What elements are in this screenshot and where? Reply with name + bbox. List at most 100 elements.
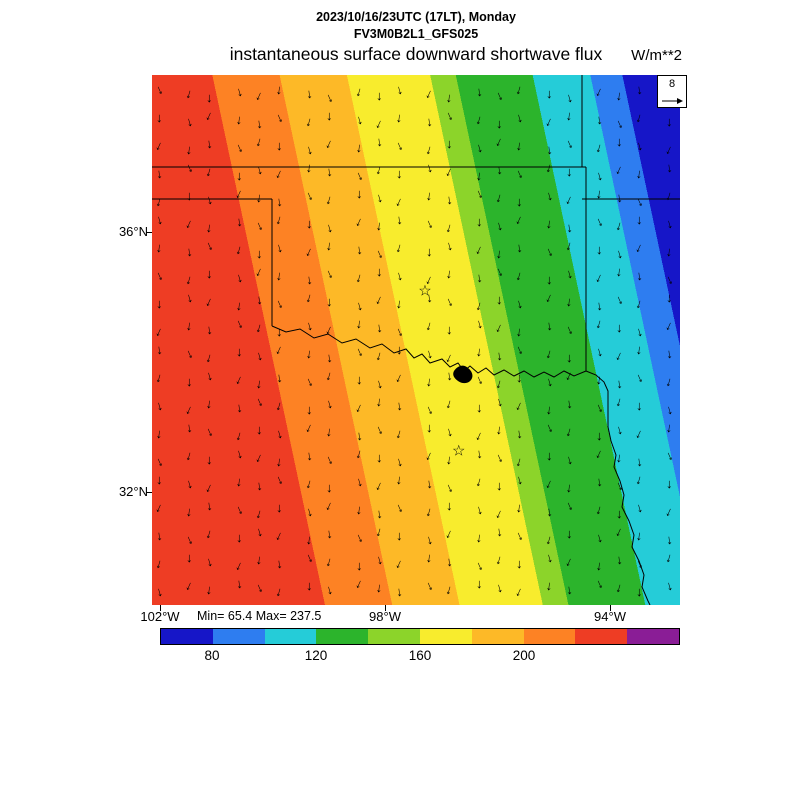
minmax-annotation: Min= 65.4 Max= 237.5 — [197, 609, 322, 623]
wind-arrow: ↓ — [516, 556, 523, 571]
y-tick-label-32n: 32°N — [118, 484, 148, 499]
axis-tick — [146, 492, 152, 493]
x-tick-label-94w: 94°W — [594, 609, 626, 624]
wind-arrow: ↓ — [236, 344, 243, 359]
colorbar-swatch — [575, 629, 628, 644]
wind-arrow: ↓ — [596, 242, 603, 257]
wind-arrow: ↓ — [566, 350, 573, 365]
wind-arrow: ↓ — [236, 168, 243, 183]
axis-tick — [385, 605, 386, 611]
units-label: W/m**2 — [631, 47, 682, 64]
wind-arrow: ↓ — [276, 324, 283, 339]
colorbar-swatch — [212, 629, 265, 644]
wind-arrow: ↓ — [476, 400, 483, 415]
wind-arrow: ↓ — [546, 86, 553, 101]
reference-vector-arrow-icon — [662, 98, 683, 104]
axis-tick — [160, 605, 161, 611]
axis-tick — [610, 605, 611, 611]
colorbar-tick-label: 160 — [408, 648, 432, 663]
wind-arrow: ↓ — [396, 166, 403, 181]
wind-arrow: ↓ — [156, 472, 163, 487]
star-marker: ☆ — [418, 282, 432, 300]
wind-arrow: ↓ — [616, 134, 623, 149]
reference-vector-value: 8 — [668, 78, 676, 90]
wind-arrow: ↓ — [476, 576, 483, 591]
wind-arrow: ↓ — [306, 578, 313, 593]
wind-arrow: ↓ — [326, 480, 333, 495]
wind-arrow: ↓ — [326, 108, 333, 123]
wind-arrow: ↓ — [636, 584, 643, 599]
wind-arrow: ↓ — [496, 292, 503, 307]
wind-arrow: ↓ — [156, 296, 163, 311]
wind-arrow: ↓ — [376, 264, 383, 279]
wind-arrow: ↓ — [186, 374, 193, 389]
wind-arrow: ↓ — [376, 88, 383, 103]
wind-arrow: ↓ — [186, 550, 193, 565]
colorbar-tick-label: 80 — [204, 648, 220, 663]
wind-arrow: ↓ — [206, 266, 213, 281]
wind-arrow: ↓ — [666, 476, 673, 491]
wind-arrow: ↓ — [666, 114, 673, 129]
y-tick-label-36n: 36°N — [118, 224, 148, 239]
state-borders — [152, 75, 680, 605]
wind-arrow: ↓ — [426, 420, 433, 435]
wind-arrow: ↓ — [566, 164, 573, 179]
wind-arrow: ↓ — [256, 246, 263, 261]
colorbar-swatch — [419, 629, 472, 644]
colorbar-tick-label: 200 — [512, 648, 536, 663]
wind-arrow: ↓ — [276, 500, 283, 515]
colorbar-swatch — [523, 629, 576, 644]
wind-arrow: ↓ — [306, 216, 313, 231]
colorbar — [160, 628, 680, 645]
wind-arrow: ↓ — [206, 90, 213, 105]
wind-arrow: ↓ — [636, 212, 643, 227]
colorbar-tick-label: 120 — [304, 648, 328, 663]
wind-arrow: ↓ — [566, 526, 573, 541]
wind-arrow: ↓ — [636, 398, 643, 413]
wind-arrow: ↓ — [186, 188, 193, 203]
wind-arrow: ↓ — [426, 244, 433, 259]
x-tick-label-98w: 98°W — [369, 609, 401, 624]
plot-title: instantaneous surface downward shortwave… — [229, 44, 603, 64]
wind-arrow: ↓ — [356, 558, 363, 573]
axis-tick — [146, 232, 152, 233]
model-heading: FV3M0B2L1_GFS025 — [353, 27, 479, 41]
wind-arrow: ↓ — [596, 428, 603, 443]
colorbar-swatch — [264, 629, 317, 644]
reference-vector-box: 8 — [657, 75, 687, 108]
wind-arrow: ↓ — [496, 478, 503, 493]
wind-arrow: ↓ — [156, 110, 163, 125]
wind-arrow: ↓ — [616, 506, 623, 521]
map-area: ↓ ↓ ↓ ↓ ↓ ↓ ↓ ↓ ↓ ↓ ↓ ↓ ↓ ↓ ↓ ↓ ↓ ↓ ↓ ↓ ↓ ↓ ↓ ↓ ↓ ↓ ↓ ↓ ↓ ↓ ↓ ↓ ↓ ↓ ↓ ↓ ↓ ↓ ↓ ↓… — [152, 75, 680, 605]
star-marker: ☆ — [452, 442, 466, 460]
wind-arrow: ↓ — [276, 138, 283, 153]
wind-arrow: ↓ — [446, 136, 453, 151]
colorbar-swatch — [627, 629, 679, 644]
wind-arrow: ↓ — [546, 448, 553, 463]
wind-arrow: ↓ — [666, 290, 673, 305]
wind-arrow: ↓ — [616, 320, 623, 335]
wind-arrow: ↓ — [206, 452, 213, 467]
wind-arrow: ↓ — [396, 528, 403, 543]
wind-arrow: ↓ — [396, 342, 403, 357]
wind-arrow: ↓ — [236, 530, 243, 545]
colorbar-tick-labels: 80 120 160 200 — [160, 648, 680, 664]
wind-arrow: ↓ — [546, 272, 553, 287]
wind-arrow: ↓ — [356, 186, 363, 201]
wind-arrow: ↓ — [256, 422, 263, 437]
wind-arrow: ↓ — [516, 194, 523, 209]
colorbar-swatch — [471, 629, 524, 644]
wind-arrow: ↓ — [496, 116, 503, 131]
wind-arrow: ↓ — [476, 214, 483, 229]
wind-arrow: ↓ — [516, 370, 523, 385]
colorbar-swatch — [316, 629, 369, 644]
colorbar-swatch — [368, 629, 420, 644]
wind-arrow: ↓ — [306, 402, 313, 417]
wind-arrow: ↓ — [376, 450, 383, 465]
wind-arrow: ↓ — [446, 498, 453, 513]
colorbar-swatch — [161, 629, 213, 644]
wind-arrow: ↓ — [446, 322, 453, 337]
wind-arrow: ↓ — [326, 294, 333, 309]
wind-arrow: ↓ — [356, 372, 363, 387]
